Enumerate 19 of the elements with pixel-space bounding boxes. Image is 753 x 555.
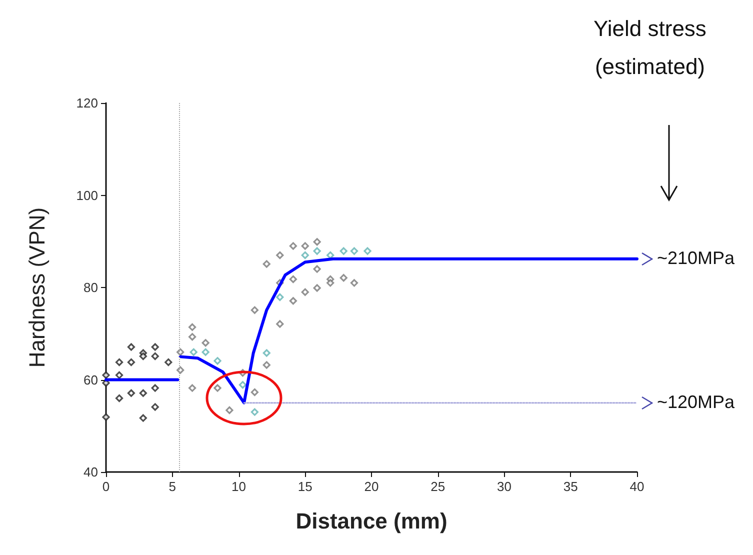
text: Yield stress (estimated) (592, 15, 708, 81)
x-tick-label: 15 (298, 479, 312, 494)
x-tick-label: 35 (563, 479, 578, 494)
x-tick-label: 20 (364, 479, 379, 494)
x-tick-label: 0 (102, 479, 110, 494)
x-tick-label: 25 (430, 479, 446, 494)
x-tick-label: 30 (497, 479, 512, 494)
y-tick-label: 80 (84, 280, 98, 295)
y-tick-label: 120 (76, 96, 98, 110)
y-tick-label: 100 (76, 188, 98, 203)
y-tick-label: 40 (84, 464, 98, 480)
x-axis-title: Distance (mm) (296, 508, 448, 534)
annotation: ~120MPa (657, 392, 735, 413)
y-axis-title: Hardness (VPN) (24, 207, 50, 368)
x-tick-label: 5 (168, 479, 176, 494)
x-tick-label: 10 (232, 479, 246, 494)
y-tick-label: 60 (84, 372, 98, 388)
annotation: ~210MPa (657, 248, 735, 269)
x-tick-label: 40 (630, 479, 644, 494)
